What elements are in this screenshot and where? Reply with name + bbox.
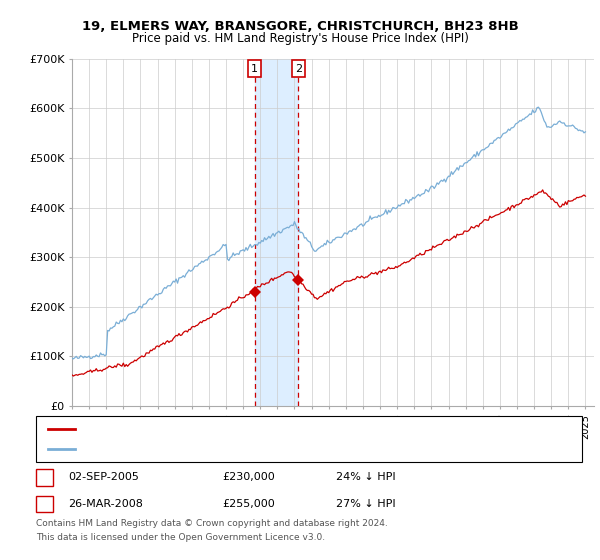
Text: 02-SEP-2005: 02-SEP-2005: [68, 472, 139, 482]
Text: 1: 1: [251, 64, 258, 74]
Text: 24% ↓ HPI: 24% ↓ HPI: [336, 472, 395, 482]
Text: Contains HM Land Registry data © Crown copyright and database right 2024.: Contains HM Land Registry data © Crown c…: [36, 519, 388, 528]
Text: 2: 2: [295, 64, 302, 74]
Bar: [254, 59, 298, 406]
Text: 26-MAR-2008: 26-MAR-2008: [68, 499, 143, 509]
Text: 19, ELMERS WAY, BRANSGORE, CHRISTCHURCH, BH23 8HB: 19, ELMERS WAY, BRANSGORE, CHRISTCHURCH,…: [82, 20, 518, 32]
Text: £255,000: £255,000: [222, 499, 275, 509]
Text: 2: 2: [41, 499, 48, 509]
Text: 19, ELMERS WAY, BRANSGORE, CHRISTCHURCH, BH23 8HB (detached house): 19, ELMERS WAY, BRANSGORE, CHRISTCHURCH,…: [81, 423, 466, 433]
Text: £230,000: £230,000: [222, 472, 275, 482]
Text: 27% ↓ HPI: 27% ↓ HPI: [336, 499, 395, 509]
Text: HPI: Average price, detached house, New Forest: HPI: Average price, detached house, New …: [81, 444, 321, 454]
Text: Price paid vs. HM Land Registry's House Price Index (HPI): Price paid vs. HM Land Registry's House …: [131, 32, 469, 45]
Text: This data is licensed under the Open Government Licence v3.0.: This data is licensed under the Open Gov…: [36, 533, 325, 542]
Text: 1: 1: [41, 472, 48, 482]
